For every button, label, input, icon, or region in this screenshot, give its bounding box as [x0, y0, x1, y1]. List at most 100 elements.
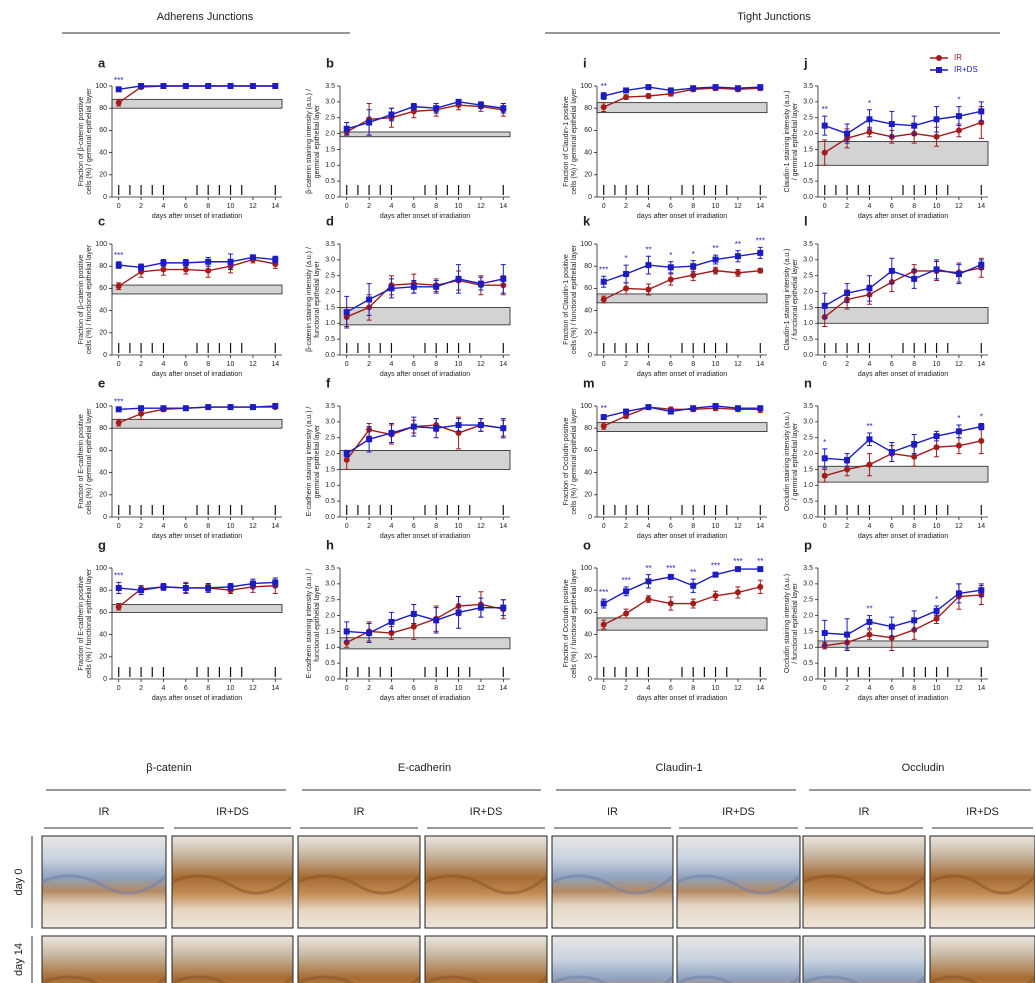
reference-band — [817, 640, 989, 648]
x-tick-label: 6 — [669, 685, 673, 692]
point — [500, 604, 507, 611]
series-line — [824, 440, 982, 477]
micrographs: β-catenin IR IR+DS E-cadherin IR IR+DS Claudin… — [13, 762, 1035, 983]
point — [888, 267, 895, 274]
panel-letter: i — [583, 55, 587, 70]
point — [249, 83, 256, 89]
reference-band — [817, 141, 989, 166]
x-tick-label: 10 — [712, 203, 720, 210]
y-tick-label: 3.0 — [325, 419, 335, 426]
y-axis-label: Occludin staining intensity (a.u.) — [784, 412, 791, 511]
x-tick-label: 14 — [499, 361, 507, 368]
y-tick-label: 3.5 — [803, 403, 813, 410]
x-tick-label: 0 — [602, 203, 606, 210]
x-tick-label: 12 — [249, 685, 257, 692]
x-tick-label: 8 — [912, 203, 916, 210]
point — [227, 404, 234, 411]
panel-letter: d — [326, 213, 334, 228]
x-tick-label: 2 — [845, 523, 849, 530]
y-tick-label: 80 — [99, 587, 107, 594]
x-tick-label: 12 — [249, 523, 257, 530]
point — [477, 102, 484, 109]
point — [844, 290, 851, 297]
point — [866, 128, 873, 135]
point — [600, 600, 607, 607]
panel-letter: j — [803, 55, 808, 70]
y-tick-label: 0 — [103, 194, 107, 201]
section-header: Adherens Junctions — [157, 11, 254, 23]
significance: * — [823, 438, 826, 447]
point — [757, 405, 764, 412]
x-tick-label: 10 — [455, 685, 463, 692]
point — [645, 92, 652, 99]
tissue-contour — [424, 874, 549, 895]
point — [227, 258, 234, 265]
point — [911, 441, 918, 448]
x-axis-label: days after onset of irradiation — [858, 533, 948, 540]
point — [388, 111, 395, 118]
group-header: IR+DS — [470, 806, 503, 818]
point — [978, 423, 985, 430]
micrograph — [424, 835, 548, 929]
y-tick-label: 3.5 — [803, 565, 813, 572]
point — [933, 433, 940, 440]
point — [866, 285, 873, 292]
x-tick-label: 10 — [712, 523, 720, 530]
y-tick-label: 3.0 — [803, 581, 813, 588]
x-tick-label: 2 — [367, 203, 371, 210]
y-tick-label: 40 — [584, 307, 592, 314]
x-tick-label: 4 — [646, 203, 650, 210]
tissue-contour — [802, 874, 927, 895]
y-tick-label: 2.0 — [803, 288, 813, 295]
x-tick-label: 6 — [669, 203, 673, 210]
x-tick-label: 12 — [955, 523, 963, 530]
x-tick-label: 6 — [890, 361, 894, 368]
x-axis-label: days after onset of irradiation — [858, 695, 948, 702]
y-axis-label: functional epithelial layer — [314, 585, 321, 662]
y-tick-label: 3.5 — [325, 83, 335, 90]
x-tick-label: 12 — [734, 203, 742, 210]
point — [433, 105, 440, 112]
significance: *** — [756, 236, 765, 245]
point — [712, 592, 719, 599]
series-line — [346, 606, 504, 634]
point — [477, 280, 484, 287]
point — [645, 84, 652, 91]
series-line — [824, 267, 982, 318]
point — [388, 429, 395, 436]
point — [712, 84, 719, 91]
y-axis-label: Fraction of E-cadherin positive — [78, 414, 85, 509]
series-line — [824, 263, 982, 307]
chart-panel: 0 20 40 60 80 100 0 2 4 6 8 10 12 14 days after onset … — [563, 537, 768, 702]
x-tick-label: 2 — [624, 685, 628, 692]
point — [645, 578, 652, 585]
x-tick-label: 2 — [845, 685, 849, 692]
x-axis-label: days after onset of irradiation — [380, 695, 470, 702]
significance: ** — [645, 564, 651, 573]
y-tick-label: 0 — [588, 194, 592, 201]
y-tick-label: 3.5 — [803, 241, 813, 248]
point — [455, 609, 462, 616]
significance: *** — [621, 576, 630, 585]
point — [667, 264, 674, 271]
point — [667, 600, 674, 607]
legend-label: IR+DS — [954, 65, 978, 74]
point — [600, 278, 607, 285]
y-axis-label: / functional epithelial layer — [792, 583, 799, 664]
point — [911, 617, 918, 624]
chart-panel: 0.0 0.5 1.0 1.5 2.0 2.5 3.0 3.5 0 2 4 6 8 10 12 14 days … — [784, 537, 989, 702]
point — [757, 267, 764, 274]
point — [388, 618, 395, 625]
x-tick-label: 14 — [499, 523, 507, 530]
point — [667, 573, 674, 580]
point — [115, 419, 122, 426]
x-tick-label: 14 — [756, 523, 764, 530]
point — [933, 133, 940, 140]
point — [623, 610, 630, 617]
micrograph — [297, 935, 421, 983]
x-tick-label: 6 — [669, 361, 673, 368]
point — [734, 85, 741, 92]
point — [138, 587, 145, 594]
